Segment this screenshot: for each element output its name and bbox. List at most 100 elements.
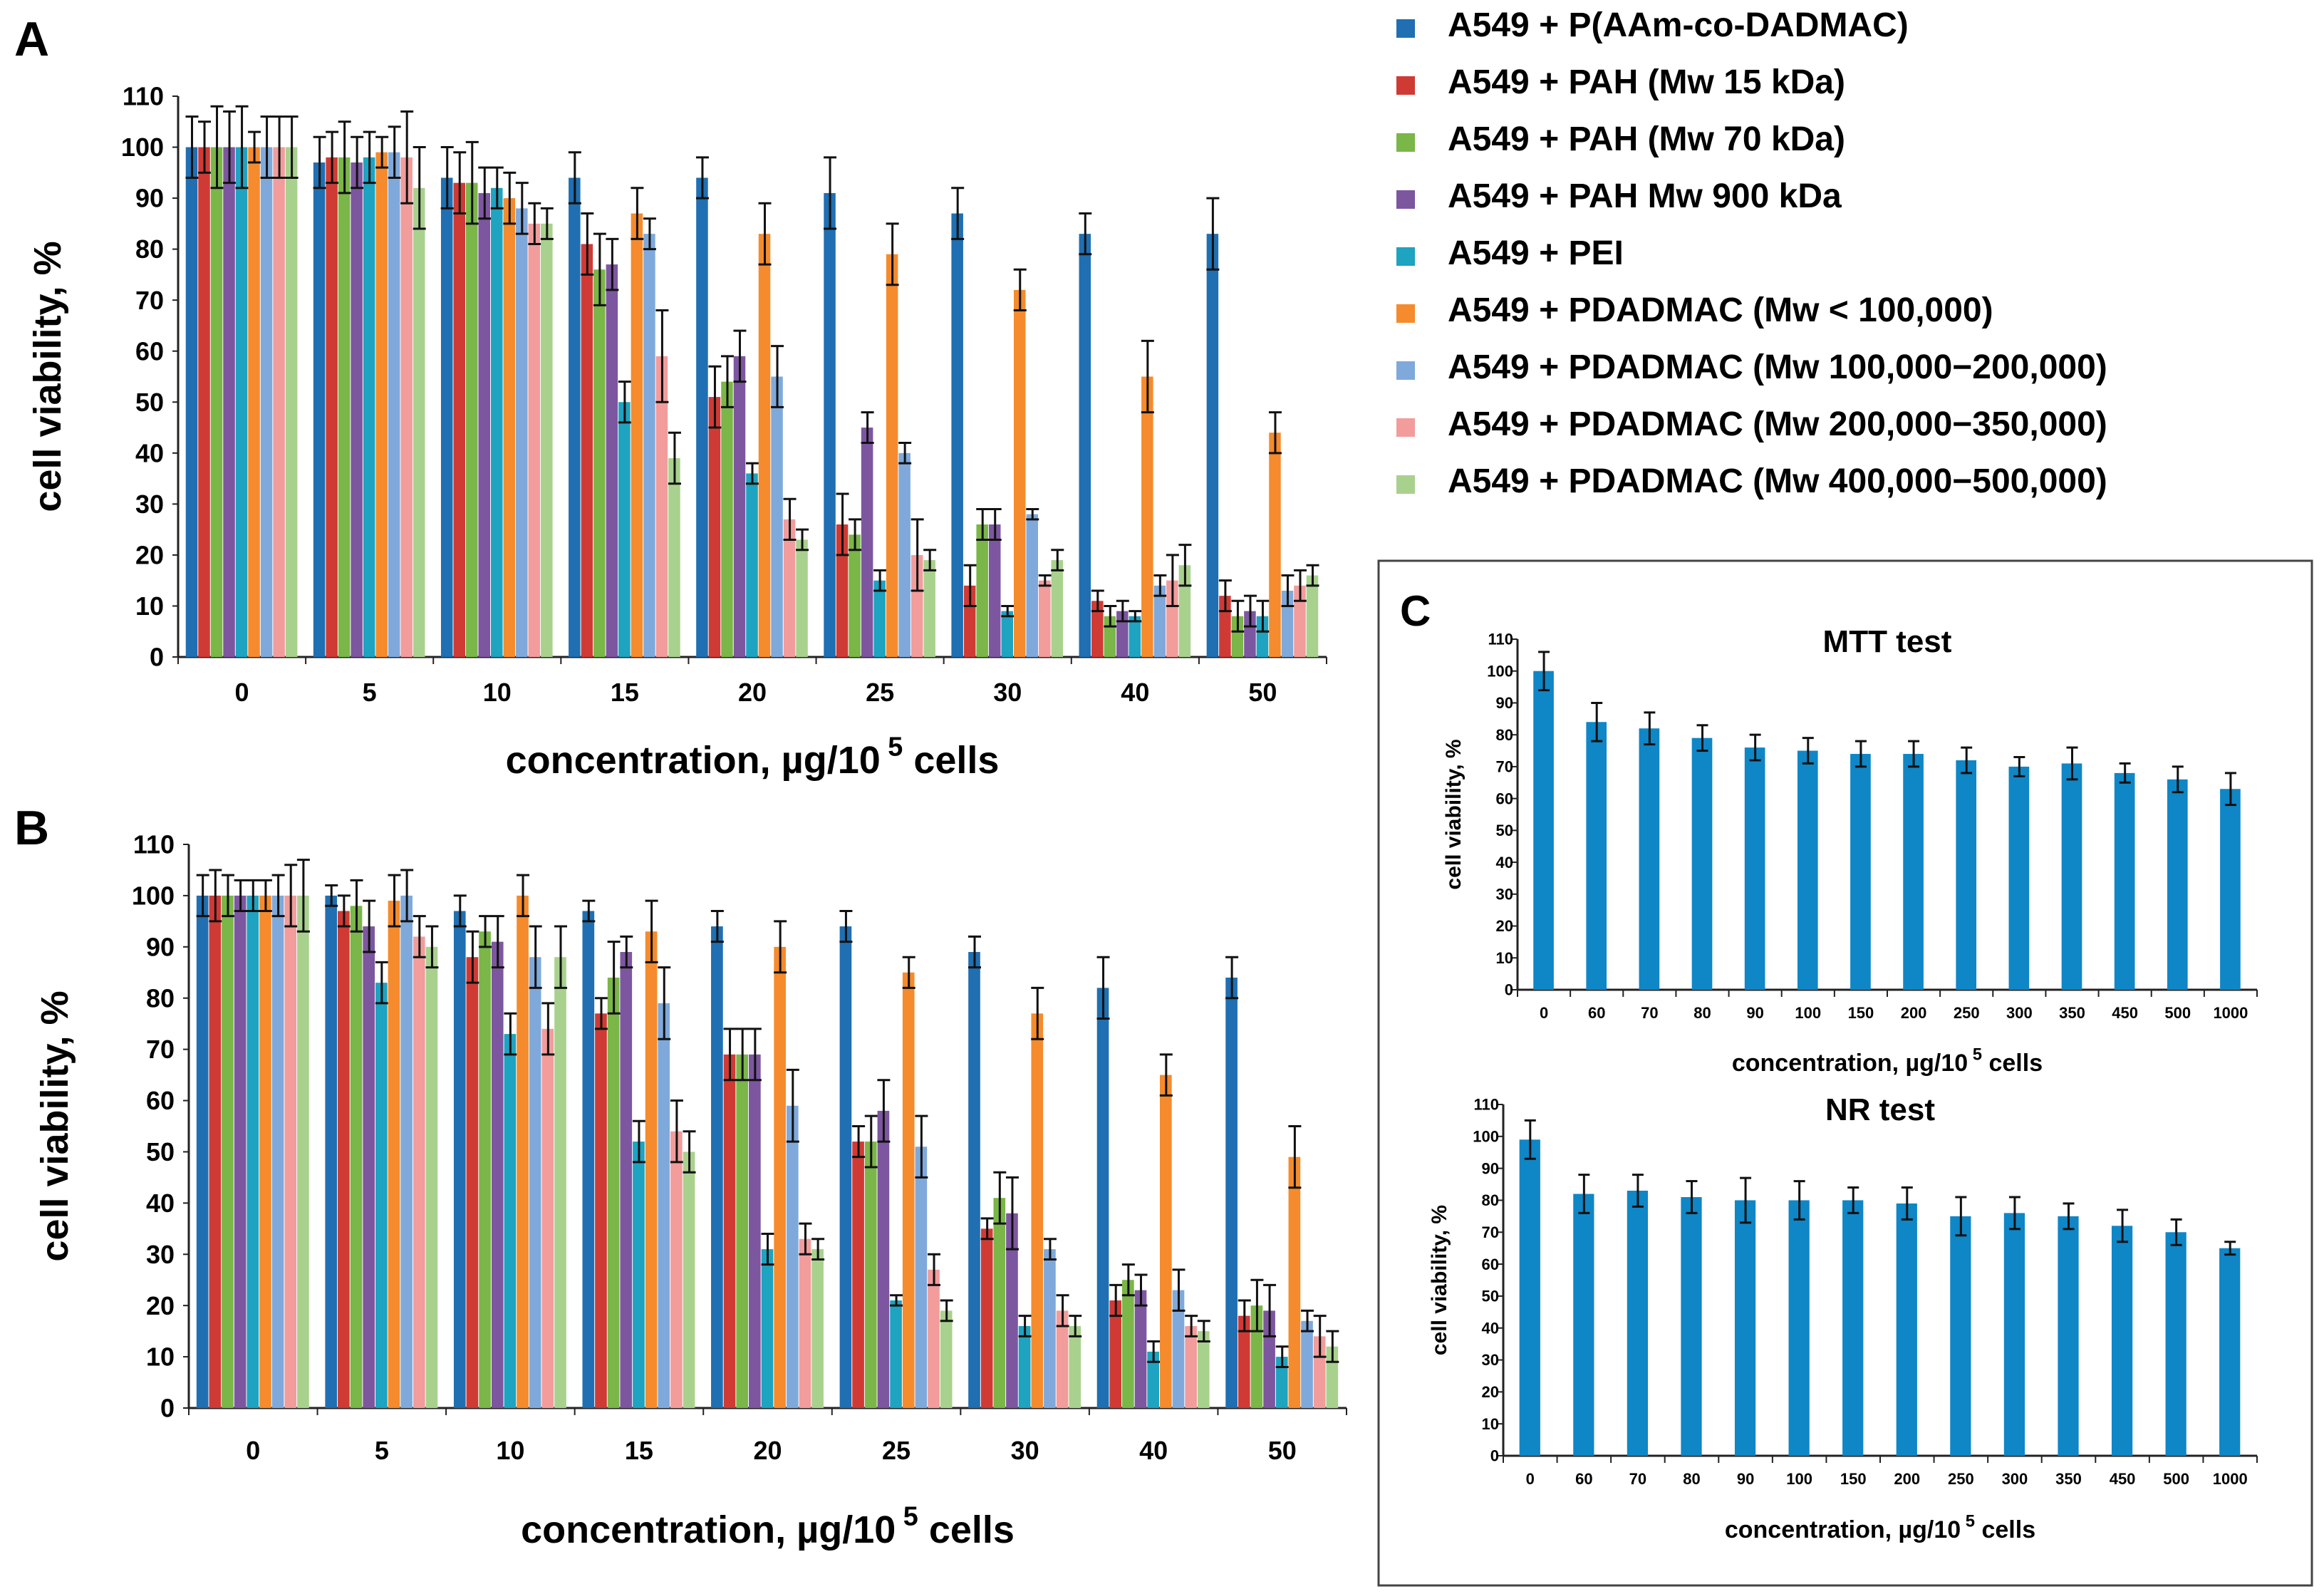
panel-label-a: A	[14, 12, 49, 66]
error-bar	[479, 915, 492, 948]
error-bar	[248, 130, 261, 164]
bar	[1197, 1331, 1210, 1408]
y-tick-label: 70	[1496, 758, 1513, 776]
y-tick-label: 50	[1482, 1288, 1499, 1305]
error-bar	[1121, 1263, 1135, 1297]
error-bar	[911, 518, 924, 592]
error-bar	[1238, 1299, 1251, 1332]
error-bar	[285, 115, 299, 179]
legend-swatch	[1396, 247, 1415, 266]
error-bar	[504, 1012, 517, 1056]
bar	[541, 1028, 554, 1408]
y-tick-label: 80	[146, 983, 175, 1013]
bar	[1301, 1320, 1313, 1408]
x-tick-label: 20	[738, 678, 767, 707]
error-bar	[594, 997, 608, 1030]
y-tick-label: 10	[146, 1342, 175, 1372]
error-bar	[1250, 1278, 1264, 1332]
bar	[466, 957, 479, 1408]
error-bar	[413, 146, 426, 230]
error-bar	[271, 874, 285, 918]
error-bar	[1031, 986, 1044, 1040]
bar	[786, 1105, 799, 1408]
error-bar	[1524, 1119, 1536, 1160]
error-bar	[710, 909, 724, 943]
x-tick-label: 25	[866, 678, 894, 707]
bar	[1313, 1336, 1326, 1408]
bar	[413, 187, 425, 657]
error-bar	[338, 120, 351, 195]
error-bar	[915, 1114, 928, 1179]
error-bar	[1005, 1176, 1019, 1251]
x-tick-label: 350	[2055, 1470, 2082, 1488]
bar	[873, 580, 886, 657]
legend: A549 + P(AAm-co-DADMAC) A549 + PAH (Mw 15…	[1396, 6, 2107, 500]
bar	[1269, 433, 1281, 657]
x-tick-label: 450	[2112, 1004, 2138, 1022]
x-axis-label: concentration, µg/10 5 cells	[1732, 1045, 2043, 1077]
bar	[1244, 611, 1256, 657]
error-bar	[852, 1125, 866, 1159]
error-bar	[928, 1253, 941, 1286]
bar	[2061, 763, 2082, 990]
error-bar	[296, 859, 310, 933]
error-bar	[940, 1299, 953, 1323]
error-bar	[1306, 564, 1319, 587]
error-bar	[839, 909, 853, 943]
error-bar	[655, 309, 669, 403]
y-tick-label: 50	[146, 1137, 175, 1166]
bar	[696, 177, 708, 658]
bar	[607, 977, 620, 1408]
bar	[388, 901, 400, 1408]
error-bar	[683, 1130, 696, 1174]
bar	[774, 946, 786, 1408]
bar	[271, 895, 284, 1408]
bar	[723, 1054, 736, 1408]
bar	[1096, 988, 1109, 1408]
bar	[479, 931, 491, 1408]
error-bar	[337, 894, 351, 928]
error-bar	[786, 1068, 799, 1143]
error-bar	[607, 941, 621, 1015]
error-bar	[836, 492, 849, 557]
bar	[248, 147, 260, 657]
x-tick-label: 0	[1540, 1004, 1548, 1022]
error-bar	[221, 874, 234, 918]
error-bar	[185, 115, 199, 179]
bar	[923, 560, 935, 657]
error-bar	[582, 899, 596, 923]
error-bar	[363, 130, 376, 185]
bar	[886, 254, 898, 658]
error-bar	[631, 187, 644, 240]
bar	[1079, 234, 1091, 657]
error-bar	[1854, 740, 1867, 768]
error-bar	[1301, 1309, 1314, 1332]
error-bar	[198, 120, 212, 174]
bar	[569, 177, 581, 658]
error-bar	[1275, 1345, 1289, 1368]
error-bar	[1096, 956, 1110, 1020]
bar	[363, 926, 375, 1408]
error-bar	[1185, 1315, 1198, 1337]
y-tick-label: 30	[1496, 886, 1513, 904]
bar	[655, 356, 668, 657]
bar	[993, 1198, 1006, 1408]
error-bar	[2063, 1202, 2075, 1231]
bar	[1896, 1203, 1917, 1456]
bar	[209, 895, 222, 1408]
chart-title: MTT test	[1823, 624, 1952, 659]
y-tick-label: 80	[1482, 1191, 1499, 1209]
x-tick-label: 300	[2006, 1004, 2033, 1022]
x-tick-label: 40	[1121, 678, 1149, 707]
bar	[528, 223, 541, 657]
error-bar	[400, 869, 414, 923]
bar	[618, 402, 631, 657]
error-bar	[1109, 1283, 1123, 1318]
bar	[375, 152, 388, 657]
legend-swatch	[1396, 361, 1415, 380]
y-tick-label: 20	[1482, 1383, 1499, 1401]
error-bar	[466, 930, 479, 984]
error-bar	[491, 915, 504, 969]
y-axis-label: cell viability, %	[33, 990, 76, 1261]
bar	[1281, 590, 1294, 657]
